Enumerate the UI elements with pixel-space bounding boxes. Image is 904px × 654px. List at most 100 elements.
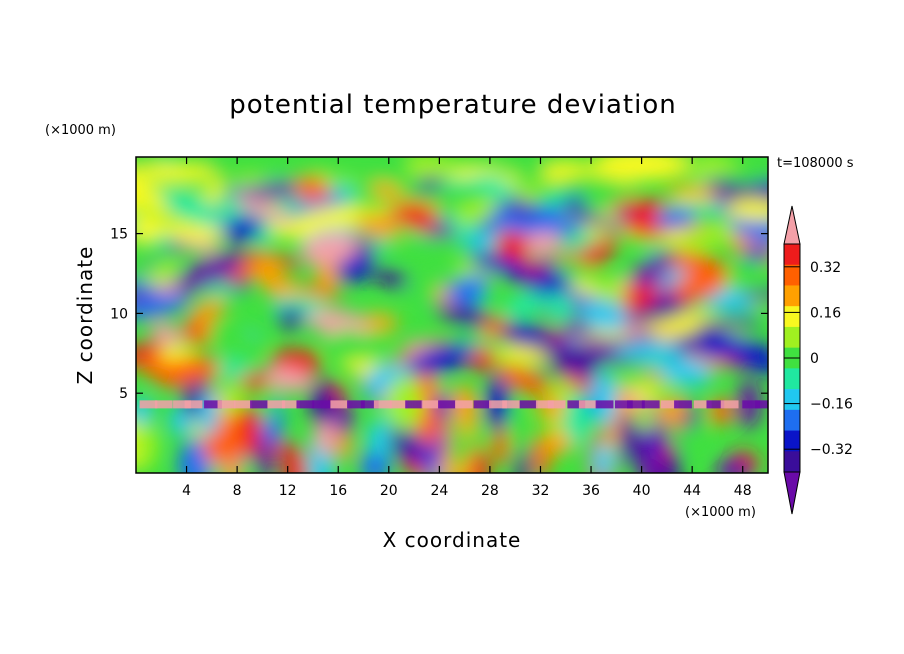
interface-band [154, 400, 173, 409]
field-blob [336, 327, 367, 347]
field-blob [511, 321, 543, 341]
x-tick-label: 28 [481, 483, 499, 499]
field-blob [155, 356, 220, 388]
field-blob [177, 438, 212, 473]
colorbar-tick-label: 0 [810, 351, 819, 367]
y-unit-label: (×1000 m) [45, 123, 116, 138]
field-blob [654, 207, 697, 229]
field-blob [534, 208, 566, 234]
field-blob [543, 192, 569, 209]
field-blob [367, 422, 388, 456]
interface-band [373, 400, 392, 409]
colorbar-swatch [784, 306, 800, 328]
field-blob [492, 427, 509, 467]
interface-band [312, 400, 331, 409]
field-blob [513, 398, 526, 458]
field-blob [246, 181, 307, 199]
field-blob [201, 157, 287, 179]
interface-band [502, 400, 521, 409]
x-tick-label: 36 [582, 483, 600, 499]
interface-band [519, 400, 538, 409]
field-blob [454, 200, 499, 225]
field-blob [591, 369, 618, 428]
field-blob [493, 346, 549, 365]
interface-band [217, 400, 236, 409]
field-blob [740, 290, 768, 301]
field-blob [174, 252, 244, 292]
colorbar-swatch [784, 451, 800, 473]
interface-band [489, 400, 507, 409]
field-blob [554, 257, 599, 285]
interface-band [614, 400, 633, 409]
x-unit-label: (×1000 m) [685, 505, 756, 520]
colorbar-swatch [784, 285, 800, 307]
field-blob [592, 442, 613, 473]
field-blob [617, 412, 638, 469]
plot-frame [135, 156, 769, 474]
field-blob [371, 182, 403, 201]
field-blob [582, 243, 608, 267]
interface-band [267, 400, 286, 409]
colorbar-tick-label: 0.16 [810, 305, 841, 321]
interface-band [473, 400, 492, 409]
interface-band [660, 400, 679, 409]
colorbar-tick-label: −0.32 [810, 442, 853, 458]
time-label: t=108000 s [777, 156, 854, 171]
interface-band [641, 400, 660, 409]
field-blob [549, 362, 598, 382]
interface-band [281, 400, 300, 409]
x-tick-label: 12 [279, 483, 297, 499]
field-blob [579, 299, 632, 332]
interface-band [360, 400, 379, 409]
interface-band [595, 400, 614, 409]
field-blob [623, 280, 659, 309]
field-blob [136, 339, 167, 369]
x-tick-label: 16 [329, 483, 347, 499]
field-blob [136, 418, 158, 471]
interface-band [296, 400, 315, 409]
field-blob [494, 232, 529, 260]
colorbar-swatch [784, 326, 800, 348]
field-blob [311, 157, 413, 181]
field-blob [220, 383, 245, 414]
field-blob [670, 272, 726, 302]
field-blob [198, 392, 219, 437]
colorbar-extend-top [783, 205, 801, 245]
field-blob [404, 342, 476, 377]
colorbar-swatch [784, 389, 800, 411]
interface-band [389, 400, 408, 409]
y-axis: 5 10 15 [110, 227, 768, 402]
colorbar-swatch [784, 409, 800, 431]
field-blob [160, 223, 225, 242]
field-blob [315, 261, 340, 291]
field-blob [727, 260, 766, 290]
y-tick-label: 5 [119, 386, 128, 402]
x-tick-label: 8 [233, 483, 242, 499]
field-blob [469, 253, 531, 278]
field-blob [136, 157, 162, 169]
interface-band [330, 400, 349, 409]
field-blob [663, 185, 725, 200]
field-blob [540, 431, 572, 456]
field-blob [189, 299, 227, 322]
interface-band [706, 400, 725, 409]
interface-band [250, 400, 268, 409]
colorbar-swatch [784, 368, 800, 390]
y-tick-label: 15 [110, 227, 128, 243]
x-tick-label: 24 [430, 483, 448, 499]
field-blob [445, 275, 489, 306]
interface-band [674, 400, 692, 409]
colorbar-extend-bottom [783, 471, 801, 515]
y-tick-label: 10 [110, 306, 128, 322]
colorbar-swatch [784, 244, 800, 266]
interface-band [421, 400, 440, 409]
x-tick-label: 20 [380, 483, 398, 499]
field-blob [357, 214, 398, 239]
interface-band [535, 400, 554, 409]
field-blob [488, 210, 542, 235]
field-blob [624, 299, 696, 325]
colorbar-tick-label: 0.32 [810, 260, 841, 276]
field-blob [658, 358, 714, 386]
field-blob [613, 340, 681, 360]
